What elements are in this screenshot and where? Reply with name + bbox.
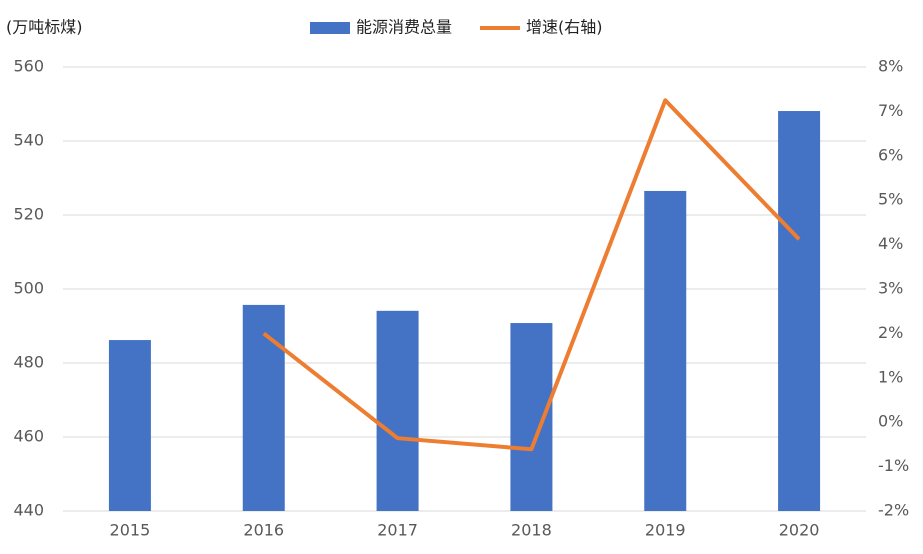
legend-swatch bbox=[310, 22, 350, 34]
y-tick-label: 540 bbox=[13, 131, 44, 150]
y2-tick-label: 4% bbox=[878, 234, 903, 253]
y2-tick-label: -1% bbox=[878, 456, 909, 475]
line bbox=[262, 98, 801, 452]
x-tick-label: 2015 bbox=[110, 521, 151, 540]
y-tick-label: 460 bbox=[13, 427, 44, 446]
y2-tick-label: 8% bbox=[878, 57, 903, 76]
y-tick-label: 480 bbox=[13, 353, 44, 372]
x-tick-label: 2017 bbox=[377, 521, 418, 540]
y2-tick-label: 1% bbox=[878, 367, 903, 386]
y2-tick-label: -2% bbox=[878, 501, 909, 520]
y-axis-label: (万吨标煤) bbox=[6, 18, 83, 37]
x-tick-label: 2020 bbox=[779, 521, 820, 540]
x-tick-label: 2019 bbox=[645, 521, 686, 540]
y-tick-label: 440 bbox=[13, 501, 44, 520]
y2-tick-label: 3% bbox=[878, 279, 903, 298]
y-tick-label: 560 bbox=[13, 57, 44, 76]
y-tick-label: 500 bbox=[13, 279, 44, 298]
bar bbox=[108, 340, 151, 511]
x-tick-label: 2018 bbox=[511, 521, 552, 540]
bar bbox=[644, 190, 687, 511]
legend-label: 能源消费总量 bbox=[356, 18, 452, 37]
y2-tick-label: 5% bbox=[878, 190, 903, 209]
legend-label: 增速(右轴) bbox=[526, 18, 603, 37]
x-tick-label: 2016 bbox=[243, 521, 284, 540]
bar bbox=[242, 304, 285, 511]
y2-tick-label: 0% bbox=[878, 412, 903, 431]
y2-tick-label: 7% bbox=[878, 101, 903, 120]
y-tick-label: 520 bbox=[13, 205, 44, 224]
y2-tick-label: 2% bbox=[878, 323, 903, 342]
bar bbox=[510, 323, 553, 511]
bar bbox=[376, 310, 419, 511]
bar bbox=[778, 111, 821, 511]
y2-tick-label: 6% bbox=[878, 145, 903, 164]
